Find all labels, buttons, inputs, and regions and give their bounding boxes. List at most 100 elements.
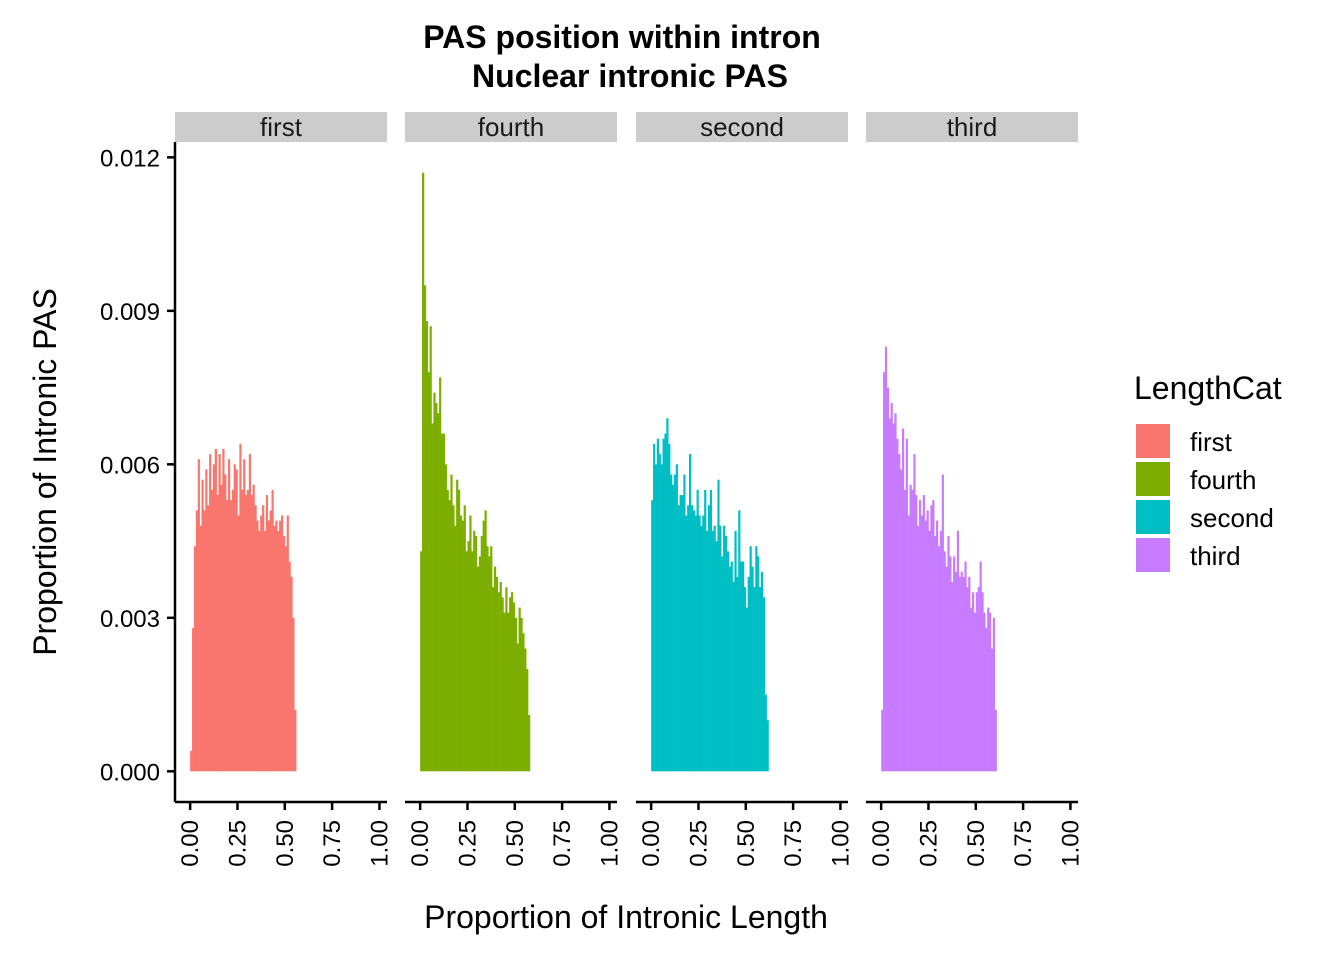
- histogram-bar: [894, 413, 897, 772]
- histogram-bar: [243, 459, 246, 772]
- histogram-bar: [440, 433, 444, 772]
- histogram-bar: [214, 448, 217, 772]
- histogram-bar: [936, 520, 939, 772]
- histogram-bar: [429, 326, 432, 772]
- histogram-bar: [288, 561, 291, 772]
- histogram-bar: [277, 530, 280, 772]
- histogram-bar: [492, 587, 495, 772]
- histogram-bar: [427, 372, 430, 772]
- histogram-bar: [992, 617, 996, 772]
- histogram-bar: [193, 546, 197, 772]
- histogram-bar: [476, 566, 480, 772]
- histogram-bar: [463, 505, 466, 772]
- histogram-bar: [516, 643, 519, 772]
- legend-items: first fourth second third: [1136, 424, 1274, 572]
- histogram-bar: [239, 443, 242, 772]
- histogram-bar: [702, 515, 705, 772]
- histogram-bar: [922, 495, 925, 772]
- x-tick-label: 0.50: [733, 820, 760, 867]
- histogram-bar: [286, 515, 289, 772]
- histogram-bar: [467, 541, 470, 772]
- histogram-bar: [263, 530, 267, 772]
- histogram-bar: [192, 628, 195, 772]
- histogram-bar: [461, 520, 464, 772]
- histogram-bar: [493, 566, 497, 772]
- histogram-bar: [431, 423, 434, 772]
- histogram-bar: [465, 551, 468, 772]
- histogram-bar: [420, 551, 423, 772]
- histogram-bar: [503, 612, 506, 772]
- histogram-bar: [439, 377, 442, 772]
- histogram-bar: [490, 546, 493, 772]
- legend: LengthCat first fourth second third: [1134, 370, 1282, 572]
- histogram-bar: [279, 520, 282, 772]
- x-tick-label: 0.75: [780, 820, 807, 867]
- legend-key-third: [1136, 538, 1170, 572]
- histogram-bar: [499, 582, 502, 772]
- histogram-bar: [469, 515, 472, 772]
- x-tick-label: 0.25: [454, 820, 481, 867]
- facet-strip: [175, 112, 387, 142]
- histogram-bar: [670, 474, 673, 772]
- histogram-bar: [734, 530, 737, 772]
- histogram-bar: [713, 525, 716, 772]
- histogram-bar: [966, 587, 969, 772]
- histogram-bar: [269, 510, 272, 772]
- histogram-bars: [190, 443, 297, 772]
- histogram-bar: [514, 617, 517, 772]
- histogram-bar: [433, 392, 436, 772]
- facet-strip: [866, 112, 1078, 142]
- histogram-bar: [507, 612, 510, 772]
- histogram-bar: [707, 505, 711, 772]
- histogram-bar: [753, 587, 756, 772]
- histogram-bar: [423, 285, 427, 772]
- histogram-bar: [203, 510, 206, 772]
- histogram-bar: [755, 546, 758, 772]
- histogram-bar: [726, 551, 730, 772]
- histogram-bar: [478, 556, 482, 772]
- y-tick-label: 0.000: [100, 759, 160, 786]
- legend-label: first: [1190, 427, 1233, 457]
- y-tick-label: 0.009: [100, 299, 160, 326]
- histogram-bar: [654, 464, 658, 772]
- histogram-bar: [715, 541, 718, 772]
- histogram-bar: [484, 510, 487, 772]
- histogram-bar: [690, 505, 694, 772]
- histogram-bar: [501, 597, 504, 772]
- histogram-bar: [437, 413, 440, 772]
- histogram-bar: [738, 510, 741, 772]
- histogram-bar: [520, 617, 523, 772]
- histogram-bar: [881, 709, 884, 772]
- histogram-bar: [265, 495, 269, 772]
- x-tick-label: 0.00: [407, 820, 434, 867]
- histogram-bar: [673, 474, 677, 772]
- histogram-bar: [989, 612, 992, 772]
- histogram-bar: [970, 607, 973, 772]
- facet-strip: [636, 112, 848, 142]
- histogram-bar: [435, 402, 438, 772]
- facet-strip-label: fourth: [478, 112, 545, 142]
- histogram-bar: [900, 469, 903, 772]
- legend-label: third: [1190, 541, 1241, 571]
- histogram-bar: [505, 587, 508, 772]
- histogram-bar: [909, 484, 912, 772]
- histogram-bars: [881, 346, 997, 772]
- histogram-bar: [724, 535, 728, 772]
- histogram-bar: [740, 561, 743, 772]
- histogram-bar: [452, 505, 455, 772]
- histogram-bar: [290, 576, 293, 772]
- histogram-bar: [698, 515, 701, 772]
- histogram-bar: [518, 607, 521, 772]
- histogram-bar: [260, 515, 263, 772]
- histogram-bar: [917, 525, 920, 772]
- histogram-bar: [662, 438, 665, 772]
- legend-label: second: [1190, 503, 1274, 533]
- histogram-bar: [994, 709, 997, 772]
- histogram-bar: [760, 571, 764, 772]
- histogram-bar: [528, 715, 531, 772]
- x-tick-label: 1.00: [827, 820, 854, 867]
- x-tick-label: 0.00: [638, 820, 665, 867]
- x-tick-label: 0.50: [963, 820, 990, 867]
- histogram-bar: [728, 566, 731, 772]
- histogram-bar: [681, 495, 684, 772]
